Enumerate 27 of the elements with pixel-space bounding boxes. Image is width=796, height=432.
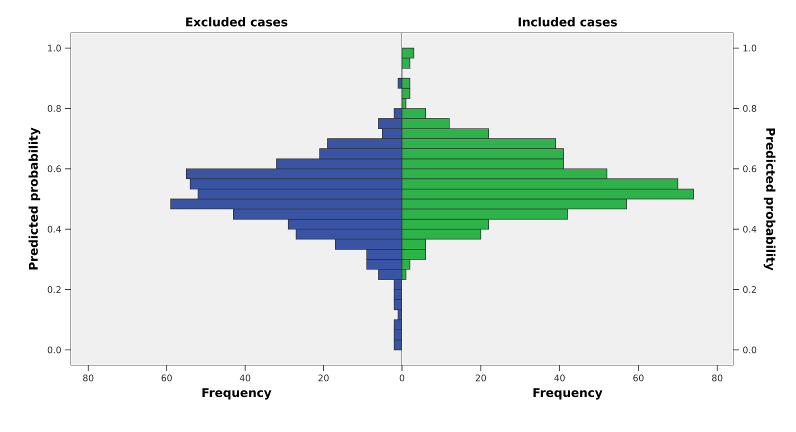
y-tick-label: 0.8 <box>48 105 61 112</box>
x-tick-label: 80 <box>83 374 94 382</box>
y-tick-label: 0.2 <box>48 286 61 293</box>
x-axis-title: Frequency <box>202 388 272 400</box>
x-tick-label: 20 <box>476 374 486 382</box>
x-tick-label: 0 <box>400 374 404 382</box>
x-tick-label: 60 <box>633 374 644 382</box>
y-tick-label: 0.2 <box>743 286 756 293</box>
chart-title: Included cases <box>518 17 617 26</box>
x-tick-label: 40 <box>554 374 565 382</box>
x-tick-label: 40 <box>240 374 250 382</box>
chart-title: Excluded cases <box>186 17 288 26</box>
y-tick-label: 0.4 <box>743 226 756 233</box>
y-tick-label: 1.0 <box>744 44 756 52</box>
y-axis-title: Predicted probability <box>764 128 776 270</box>
x-tick-label: 20 <box>318 374 329 382</box>
x-tick-label: 60 <box>162 374 172 382</box>
y-tick-label: 0.0 <box>743 346 756 354</box>
y-tick-label: 0.4 <box>48 226 61 233</box>
y-tick-label: 0.6 <box>48 165 61 172</box>
x-axis-title: Frequency <box>533 388 602 400</box>
y-tick-label: 1.0 <box>48 44 61 52</box>
y-tick-label: 0.8 <box>743 105 756 112</box>
x-tick-label: 80 <box>712 374 722 382</box>
y-tick-label: 0.6 <box>743 165 756 172</box>
y-tick-label: 0.0 <box>48 346 61 354</box>
y-axis-title: Predicted probability <box>28 128 40 270</box>
